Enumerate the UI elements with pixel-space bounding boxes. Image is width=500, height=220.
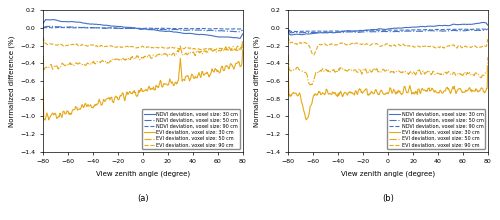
- Legend: NDVI deviation, voxel size: 30 cm, NDVI deviation, voxel size: 50 cm, NDVI devia: NDVI deviation, voxel size: 30 cm, NDVI …: [142, 110, 240, 149]
- Legend: NDVI deviation, voxel size: 30 cm, NDVI deviation, voxel size: 50 cm, NDVI devia: NDVI deviation, voxel size: 30 cm, NDVI …: [388, 110, 486, 149]
- X-axis label: View zenith angle (degree): View zenith angle (degree): [96, 170, 190, 176]
- Text: (b): (b): [382, 194, 394, 203]
- X-axis label: View zenith angle (degree): View zenith angle (degree): [341, 170, 435, 176]
- Text: (a): (a): [137, 194, 148, 203]
- Y-axis label: Normalized difference (%): Normalized difference (%): [8, 35, 15, 127]
- Y-axis label: Normalized difference (%): Normalized difference (%): [254, 35, 260, 127]
